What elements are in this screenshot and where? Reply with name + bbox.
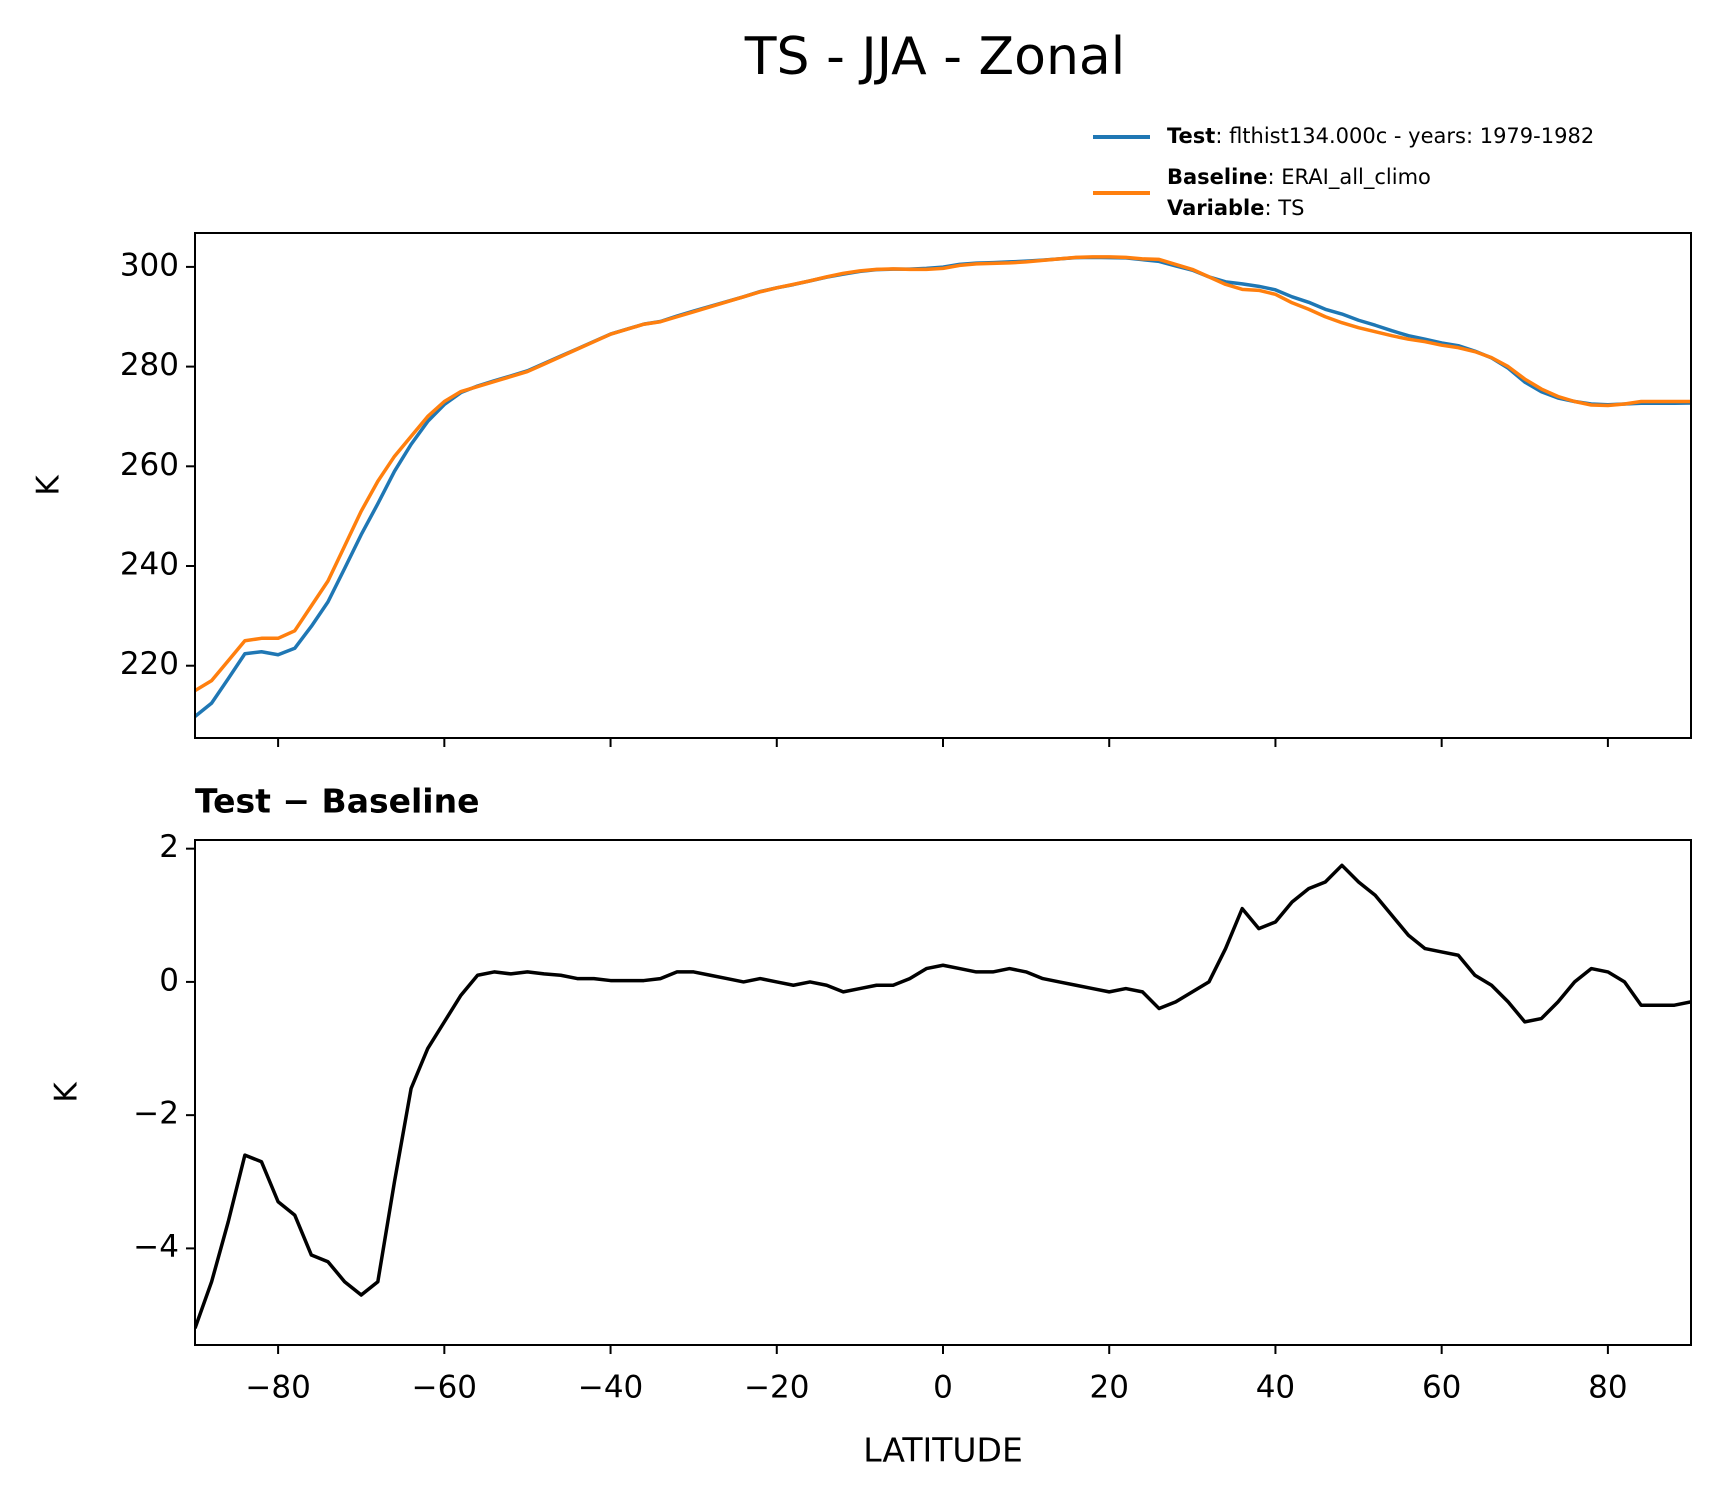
- legend-entry: Baseline: ERAI_all_climo: [1167, 165, 1431, 190]
- legend-entry: Test: flthist134.000c - years: 1979-1982: [1167, 124, 1594, 148]
- y-tick-label: −4: [133, 1229, 179, 1265]
- legend-key: Variable: [1167, 196, 1264, 220]
- y-tick-label: 260: [120, 447, 179, 483]
- x-tick-label: −40: [578, 1370, 643, 1406]
- y-tick-label: 300: [120, 247, 179, 283]
- y-tick-label: −2: [133, 1096, 179, 1132]
- figure-title: TS - JJA - Zonal: [744, 27, 1125, 87]
- y-tick-label: 0: [159, 962, 179, 998]
- legend-key: Test: [1167, 124, 1215, 148]
- x-axis-label: LATITUDE: [863, 1431, 1023, 1470]
- axes-frame: [194, 839, 1692, 1346]
- x-tick-label: 0: [933, 1370, 953, 1406]
- series-line: [195, 255, 1691, 693]
- y-axis-label: K: [31, 475, 67, 496]
- legend-key: Baseline: [1167, 165, 1268, 189]
- x-tick-label: 60: [1422, 1370, 1461, 1406]
- y-tick-label: 240: [120, 547, 179, 583]
- legend-entry: Variable: TS: [1167, 196, 1304, 220]
- y-tick-label: 220: [120, 646, 179, 682]
- legend-text: : ERAI_all_climo: [1268, 165, 1431, 190]
- axes-frame: [194, 232, 1692, 739]
- x-tick-label: 20: [1089, 1370, 1128, 1406]
- x-tick-label: 40: [1256, 1370, 1295, 1406]
- y-tick-label: 280: [120, 347, 179, 383]
- x-tick-label: 80: [1588, 1370, 1627, 1406]
- legend-text: : TS: [1264, 196, 1304, 220]
- x-tick-label: −60: [412, 1370, 477, 1406]
- x-tick-label: −20: [744, 1370, 809, 1406]
- series-line: [195, 863, 1691, 1329]
- series-line: [195, 255, 1691, 718]
- legend-text: : flthist134.000c - years: 1979-1982: [1215, 124, 1594, 148]
- panel-title: Test − Baseline: [195, 782, 480, 821]
- x-tick-label: −80: [245, 1370, 310, 1406]
- y-axis-label: K: [49, 1082, 85, 1103]
- y-tick-label: 2: [159, 829, 179, 865]
